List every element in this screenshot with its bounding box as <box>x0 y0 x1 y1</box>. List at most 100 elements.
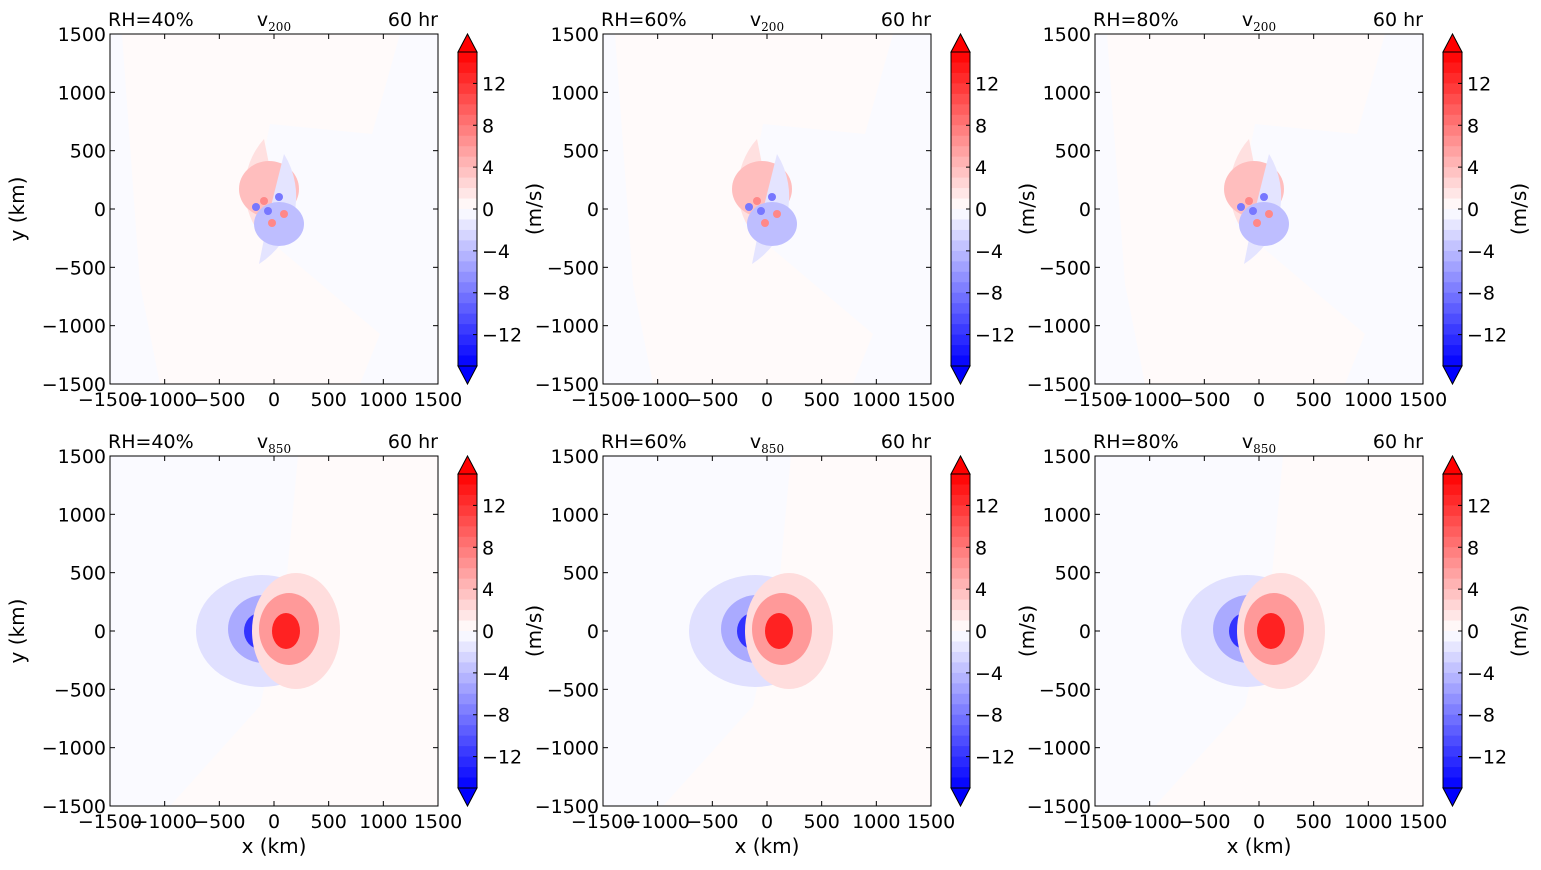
colorbar-segment <box>1443 292 1462 304</box>
colorbar-segment <box>951 156 970 168</box>
panel-rh-title: RH=80% <box>1093 431 1179 453</box>
y-tick-label: 500 <box>1055 563 1091 585</box>
colorbar-segment <box>458 746 477 758</box>
colorbar-segment <box>1443 261 1462 273</box>
colorbar-segment <box>458 631 477 643</box>
panel-2: −1500−1000−500 0 500 1000 1500150010005000−5… <box>535 9 1039 411</box>
colorbar-segment <box>458 324 477 336</box>
y-tick-label: 1500 <box>551 446 599 468</box>
colorbar-segment <box>1443 334 1462 346</box>
y-tick-label: −500 <box>1039 679 1091 701</box>
eye-detail <box>773 210 781 218</box>
colorbar-segment <box>458 93 477 105</box>
y-tick-label: 500 <box>563 141 599 163</box>
colorbar-segment <box>1443 568 1462 580</box>
colorbar-segment <box>951 714 970 726</box>
colorbar-segment <box>458 620 477 632</box>
colorbar-segment <box>458 693 477 705</box>
y-tick-label: 0 <box>587 621 599 643</box>
colorbar-segment <box>951 693 970 705</box>
panel-1: −1500−1000−500 0 500 1000 1500150010005000−5… <box>5 9 546 411</box>
eye-detail <box>1237 203 1245 211</box>
colorbar-segment <box>951 536 970 548</box>
colorbar-segment <box>1443 536 1462 548</box>
colorbar-segment <box>458 683 477 695</box>
colorbar-segment <box>458 167 477 179</box>
x-axis-label: x (km) <box>242 834 307 858</box>
colorbar: −12 −8 −4 0 4 8 12 (m/s) <box>457 454 546 808</box>
colorbar-segment <box>1443 505 1462 517</box>
colorbar-segment <box>951 271 970 283</box>
x-tick-label: −1000 <box>626 389 690 411</box>
y-tick-label: 0 <box>1079 621 1091 643</box>
colorbar-segment <box>951 474 970 486</box>
colorbar-segment <box>458 767 477 779</box>
negative-core <box>254 202 304 246</box>
x-tick-label: 1000 <box>1344 811 1392 833</box>
contour-field <box>603 34 931 384</box>
colorbar-tick-label: 12 <box>482 73 506 95</box>
colorbar-segment <box>951 756 970 768</box>
colorbar-segment <box>951 505 970 517</box>
x-tick-label: 1000 <box>852 389 900 411</box>
x-tick-label: −1000 <box>133 811 197 833</box>
colorbar-segment <box>1443 282 1462 294</box>
eye-detail <box>1249 207 1257 215</box>
panel-variable-title: v850 <box>257 431 291 456</box>
colorbar-tick-label: 12 <box>1467 73 1491 95</box>
eye-detail <box>1260 193 1268 201</box>
colorbar-segment <box>951 526 970 538</box>
y-tick-label: 1000 <box>551 504 599 526</box>
x-tick-label: −1500 <box>571 389 635 411</box>
y-tick-label: −1500 <box>535 796 599 818</box>
negative-core <box>1239 202 1289 246</box>
colorbar-segment <box>951 198 970 210</box>
panel-time-title: 60 hr <box>388 9 438 31</box>
colorbar-segment <box>1443 578 1462 590</box>
colorbar-segment <box>1443 104 1462 116</box>
contour-field <box>1095 34 1423 384</box>
colorbar-segment <box>1443 72 1462 84</box>
colorbar-segment <box>1443 83 1462 95</box>
colorbar: −12 −8 −4 0 4 8 12 (m/s) <box>1442 454 1531 808</box>
x-tick-label: −1000 <box>1118 389 1182 411</box>
colorbar-segment <box>951 620 970 632</box>
colorbar-tick-label: 8 <box>1467 115 1479 137</box>
colorbar-segment <box>458 725 477 737</box>
colorbar-segment <box>951 672 970 684</box>
colorbar-segment <box>1443 557 1462 569</box>
x-tick-label: −1000 <box>133 389 197 411</box>
colorbar-segment <box>951 52 970 64</box>
x-tick-label: −1500 <box>1063 389 1127 411</box>
y-tick-label: −1000 <box>535 316 599 338</box>
y-tick-label: 500 <box>1055 141 1091 163</box>
colorbar-extend-min <box>1442 365 1463 386</box>
colorbar-segment <box>458 62 477 74</box>
colorbar-segment <box>1443 610 1462 622</box>
colorbar-tick-label: −12 <box>482 747 522 769</box>
colorbar-segment <box>951 568 970 580</box>
colorbar-segment <box>1443 146 1462 158</box>
colorbar-tick-label: −8 <box>482 283 510 305</box>
colorbar: −12 −8 −4 0 4 8 12 (m/s) <box>457 32 546 386</box>
colorbar-segment <box>951 261 970 273</box>
colorbar-segment <box>458 756 477 768</box>
colorbar-segment <box>951 484 970 496</box>
colorbar-tick-label: 0 <box>482 621 494 643</box>
colorbar-segment <box>951 93 970 105</box>
colorbar: −12 −8 −4 0 4 8 12 (m/s) <box>950 454 1039 808</box>
contour-field <box>110 456 438 806</box>
colorbar-segment <box>951 610 970 622</box>
colorbar-segment <box>458 334 477 346</box>
x-tick-label: 500 <box>1296 389 1332 411</box>
colorbar-segment <box>951 240 970 252</box>
x-tick-label: 0 <box>1253 389 1265 411</box>
x-tick-label: 500 <box>311 811 347 833</box>
x-tick-label: 1000 <box>1344 389 1392 411</box>
y-tick-label: 500 <box>563 563 599 585</box>
colorbar-extend-min <box>457 365 478 386</box>
colorbar-segment <box>1443 714 1462 726</box>
colorbar-segment <box>1443 767 1462 779</box>
colorbar-segment <box>951 777 970 789</box>
colorbar-segment <box>458 547 477 559</box>
